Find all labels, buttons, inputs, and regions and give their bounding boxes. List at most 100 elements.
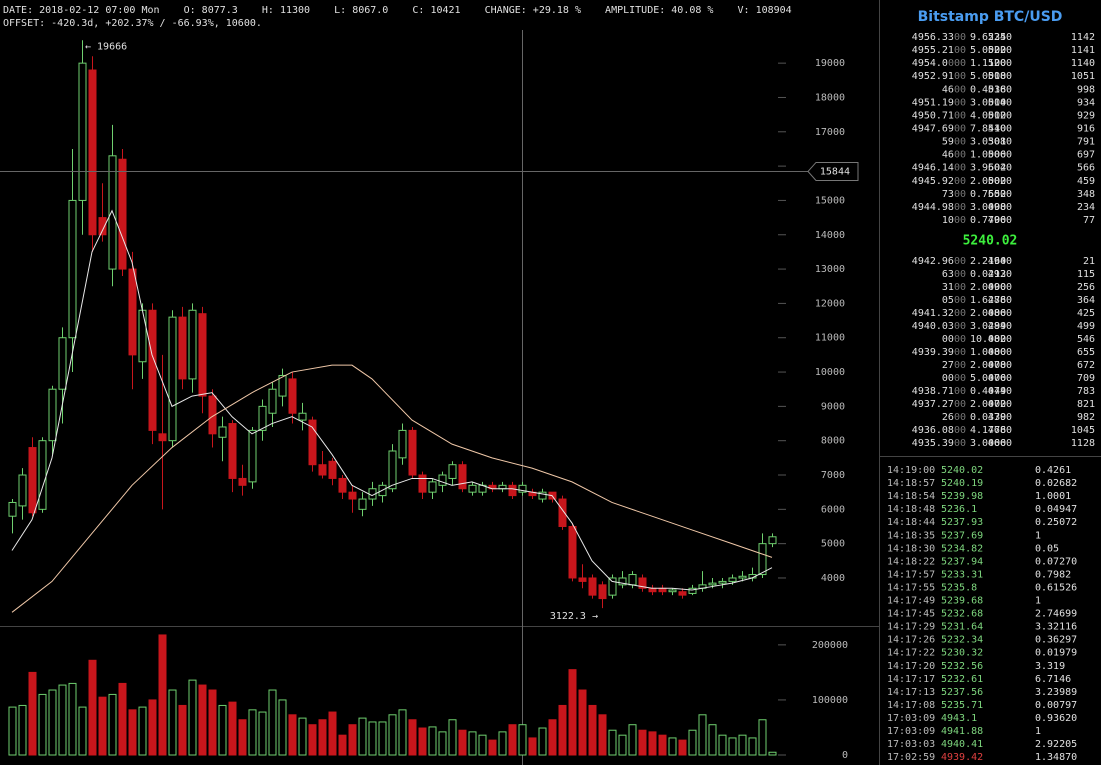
book-level: 5120 xyxy=(988,110,1012,121)
volume-bar xyxy=(338,734,347,756)
book-total: 934 xyxy=(1077,97,1095,108)
candle-body xyxy=(188,309,197,380)
book-level: 4800 xyxy=(988,347,1012,358)
candle-body xyxy=(508,484,517,497)
volume-bar xyxy=(258,711,267,756)
volume-bar xyxy=(518,724,527,756)
trade-time: 14:18:44 xyxy=(887,517,935,528)
candle-body xyxy=(278,374,287,397)
volume-bar xyxy=(758,719,767,756)
book-total: 459 xyxy=(1077,176,1095,187)
trade-amount: 0.00797 xyxy=(1035,700,1077,711)
candle-body xyxy=(268,388,277,414)
book-price: 4600 xyxy=(942,150,966,161)
candle-body xyxy=(678,591,687,596)
volume-bar xyxy=(28,671,37,756)
trade-price: 4939.42 xyxy=(941,752,983,763)
volume-bar xyxy=(678,739,687,756)
book-price: 5900 xyxy=(942,137,966,148)
book-total: 77 xyxy=(1083,215,1095,226)
candle-body xyxy=(248,429,257,483)
trade-time: 14:17:20 xyxy=(887,661,935,672)
volume-bar xyxy=(558,704,567,756)
candle-body xyxy=(318,464,327,476)
candle-body xyxy=(658,587,667,593)
volume-bar xyxy=(768,751,777,756)
price-suffix: 00 xyxy=(954,176,966,187)
volume-bar xyxy=(98,696,107,756)
price-main: 4942.96 xyxy=(912,256,954,267)
price-main: 05 xyxy=(942,295,954,306)
trade-time: 14:19:00 xyxy=(887,465,935,476)
price-suffix: 00 xyxy=(954,189,966,200)
price-suffix: 00 xyxy=(954,347,966,358)
y-tick-label: 11000 xyxy=(815,333,845,344)
price-main: 4946.14 xyxy=(912,163,954,174)
trade-price: 5236.1 xyxy=(941,504,977,515)
trade-price: 4943.1 xyxy=(941,713,977,724)
volume-bar xyxy=(548,719,557,756)
candle-body xyxy=(178,316,187,380)
trade-amount: 1.34870 xyxy=(1035,752,1077,763)
price-suffix: 00 xyxy=(954,399,966,410)
trade-time: 17:03:03 xyxy=(887,739,935,750)
candle-body xyxy=(308,419,317,466)
price-main: 46 xyxy=(942,150,954,161)
trade-amount: 0.93620 xyxy=(1035,713,1077,724)
candle-body xyxy=(408,429,417,476)
volume-bar xyxy=(628,724,637,756)
trade-time: 14:17:49 xyxy=(887,596,935,607)
trade-price: 5237.94 xyxy=(941,556,983,567)
candle-body xyxy=(38,440,47,510)
book-level: 4660 xyxy=(988,438,1012,449)
trade-amount: 2.92205 xyxy=(1035,739,1077,750)
price-main: 4938.71 xyxy=(912,386,954,397)
price-suffix: 00 xyxy=(954,150,966,161)
book-level: 4840 xyxy=(988,321,1012,332)
book-price: 3100 xyxy=(942,282,966,293)
y-tick-label: 13000 xyxy=(815,264,845,275)
candle-body xyxy=(298,412,307,421)
volume-bar xyxy=(128,709,137,756)
book-amount: 1.1100 xyxy=(970,58,1006,69)
book-total: 929 xyxy=(1077,110,1095,121)
book-price: 4955.2100 xyxy=(912,45,966,56)
candle-body xyxy=(418,474,427,493)
book-amount: 1.0000 xyxy=(970,347,1006,358)
candle-body xyxy=(398,429,407,459)
trade-price: 5234.82 xyxy=(941,543,983,554)
book-total: 256 xyxy=(1077,282,1095,293)
book-total: 348 xyxy=(1077,189,1095,200)
book-total: 783 xyxy=(1077,386,1095,397)
book-amount: 0.4038 xyxy=(970,84,1006,95)
trade-amount: 3.319 xyxy=(1035,661,1065,672)
book-total: 791 xyxy=(1077,137,1095,148)
trade-amount: 0.04947 xyxy=(1035,504,1077,515)
price-suffix: 00 xyxy=(954,386,966,397)
book-total: 1140 xyxy=(1071,58,1095,69)
candle-body xyxy=(208,395,217,435)
volume-bar xyxy=(248,709,257,756)
price-suffix: 00 xyxy=(954,360,966,371)
price-main: 4944.98 xyxy=(912,202,954,213)
price-main: 63 xyxy=(942,269,954,280)
volume-bar xyxy=(448,719,457,756)
trade-price: 4940.41 xyxy=(941,739,983,750)
volume-bar xyxy=(368,721,377,756)
volume-bar xyxy=(18,704,27,756)
candle-body xyxy=(558,498,567,527)
y-tick-label: 6000 xyxy=(821,504,845,515)
volume-bar xyxy=(668,737,677,756)
book-price: 4941.3200 xyxy=(912,308,966,319)
candle-body xyxy=(388,450,397,490)
candle-body xyxy=(98,217,107,236)
price-main: 4950.71 xyxy=(912,110,954,121)
volume-bar xyxy=(378,721,387,756)
price-suffix: 00 xyxy=(954,202,966,213)
volume-bar xyxy=(178,704,187,756)
y-tick-label: 7000 xyxy=(821,470,845,481)
price-suffix: 00 xyxy=(954,84,966,95)
volume-bar xyxy=(438,731,447,756)
trade-time: 14:18:57 xyxy=(887,478,935,489)
book-amount: 2.0000 xyxy=(970,399,1006,410)
